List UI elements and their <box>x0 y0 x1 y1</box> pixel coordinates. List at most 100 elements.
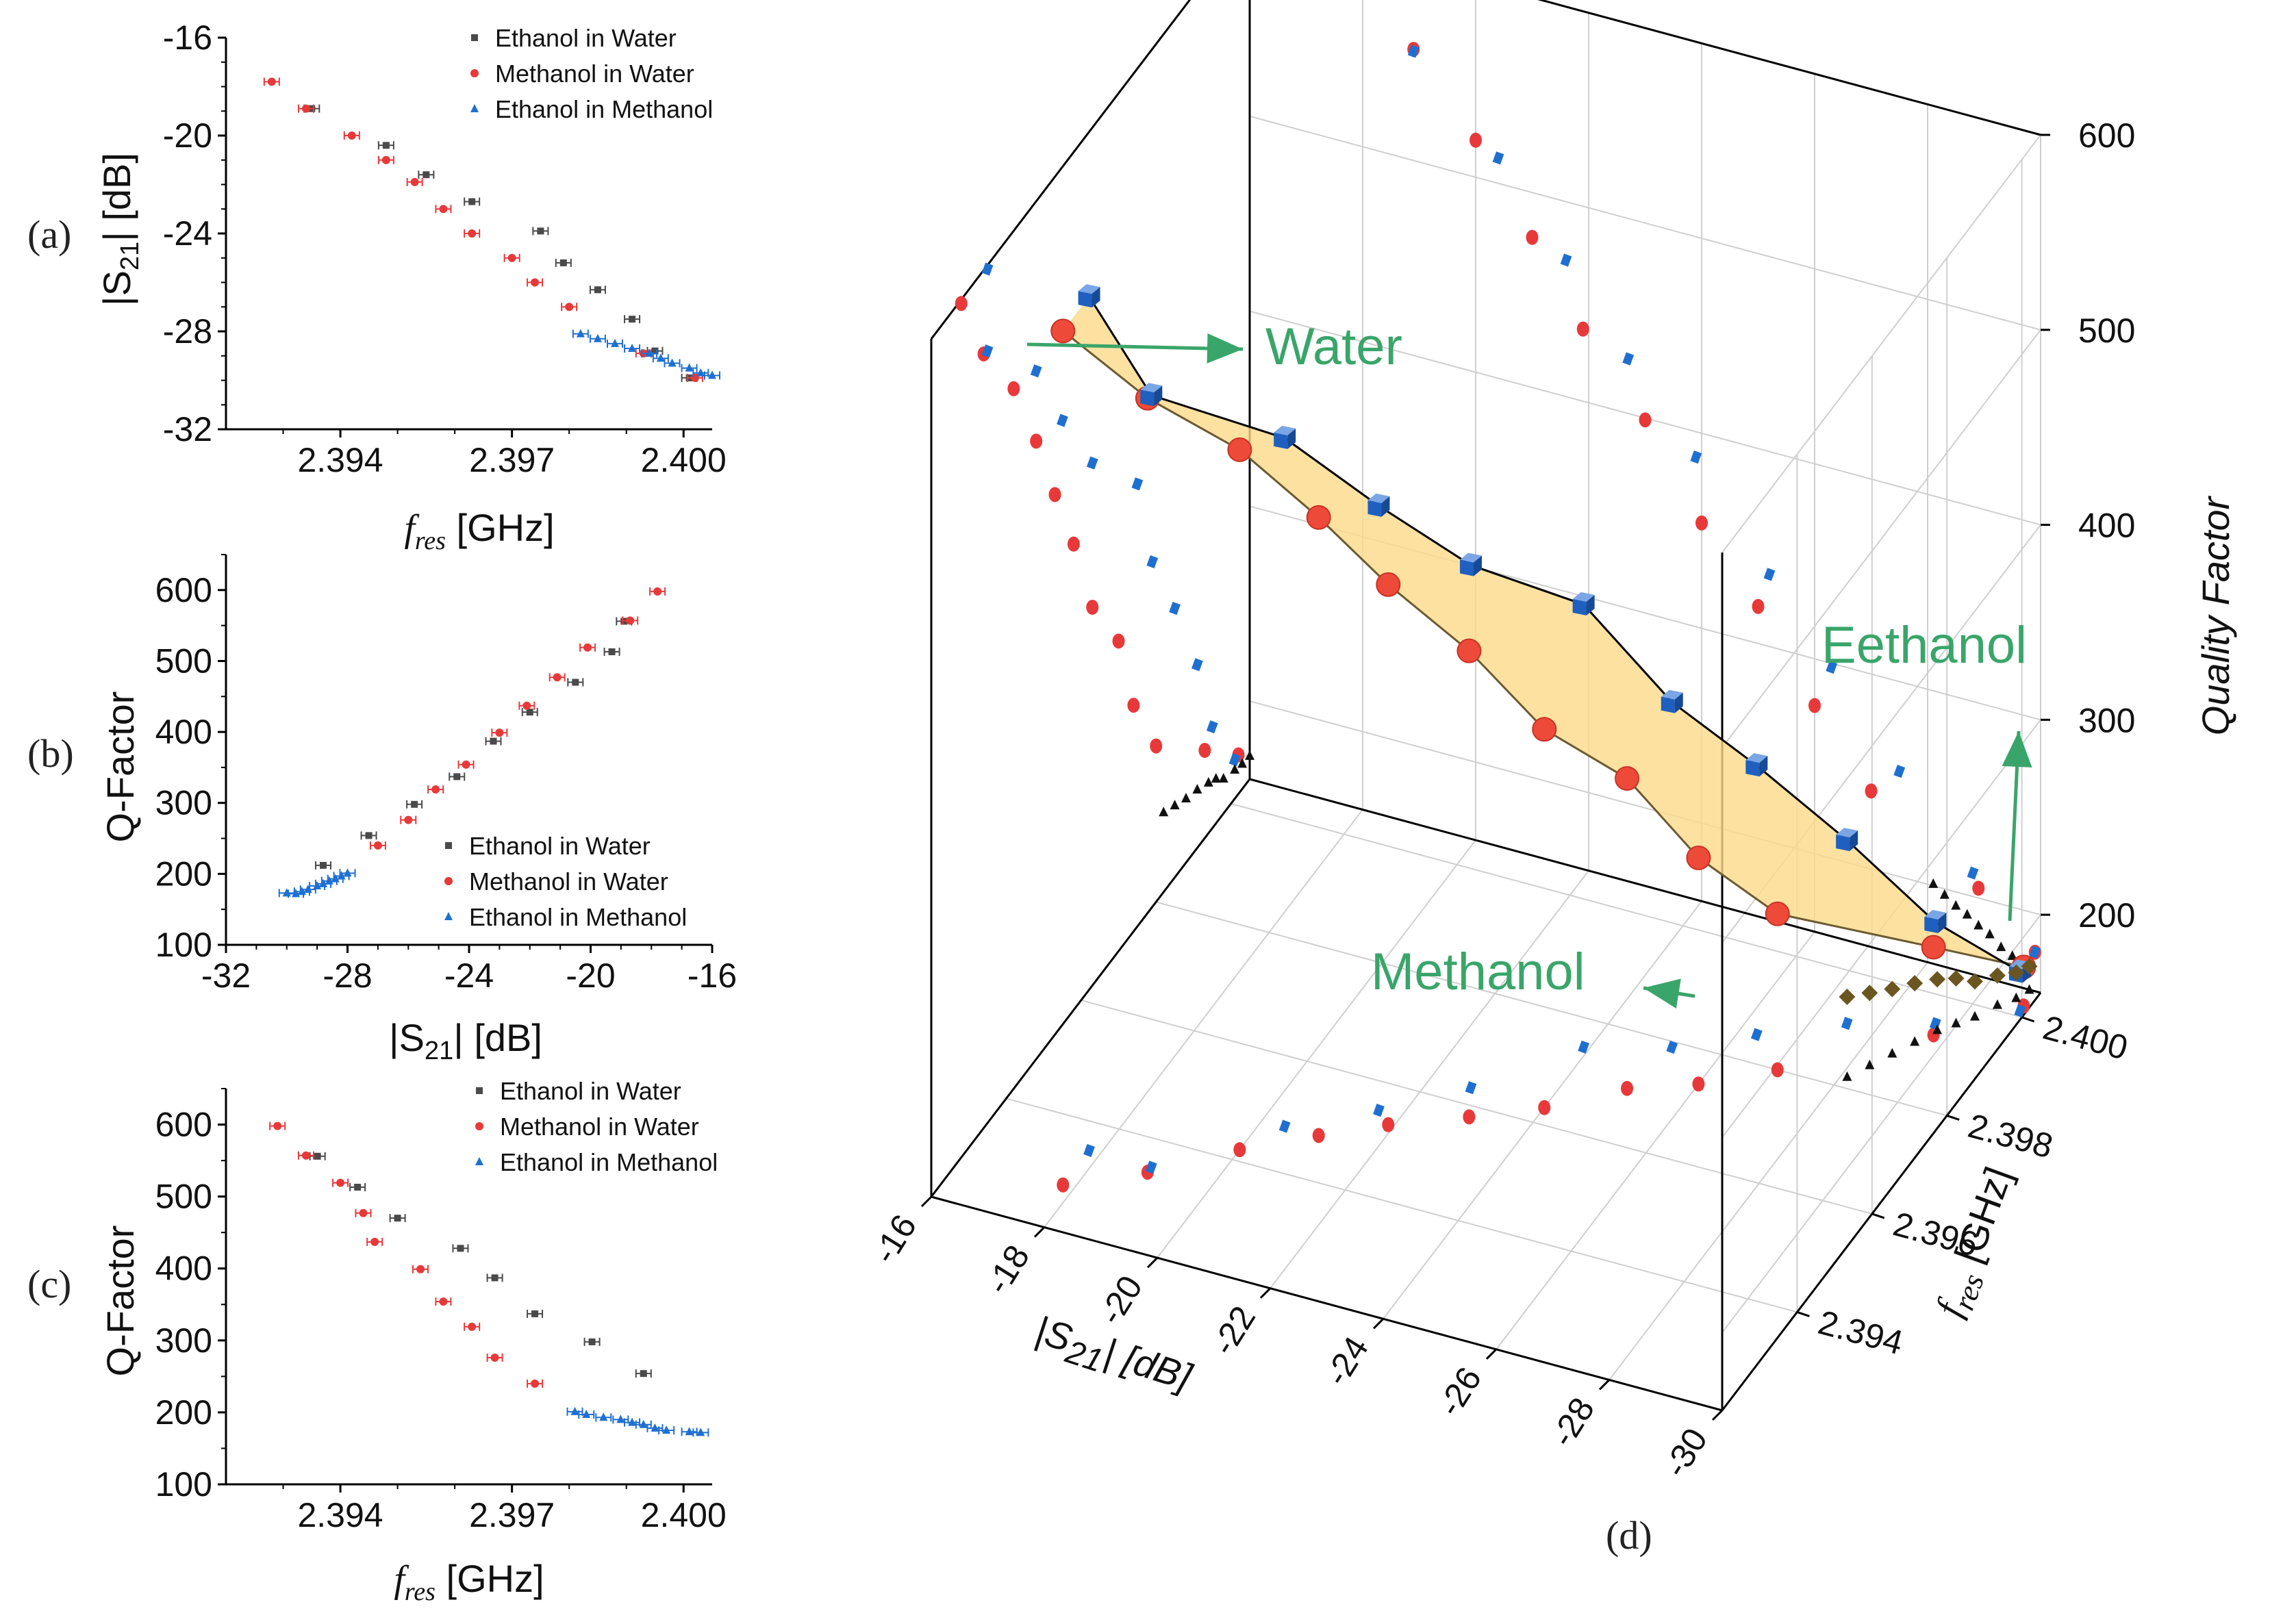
y-tick-label: -20 <box>163 116 212 155</box>
ethanol-methanol-3d-diamond <box>1989 967 2006 984</box>
z-tick-label: 600 <box>2078 116 2135 155</box>
projection-circle-floor <box>1233 1142 1246 1158</box>
projection-triangle-side <box>1237 758 1248 768</box>
square-marker <box>382 142 390 149</box>
data-point-ethanol-in-methanol <box>692 1428 709 1437</box>
x-tick-label: -22 <box>1205 1299 1263 1362</box>
projection-square-side <box>981 262 994 276</box>
projection-square-floor <box>1666 1041 1678 1054</box>
box-edge <box>930 778 1251 1197</box>
cube-side <box>1154 385 1163 407</box>
x-tick <box>1485 1348 1498 1360</box>
legend-triangle-icon <box>444 912 453 920</box>
cube-top <box>1140 383 1163 393</box>
methanol-water-3d-circle <box>1532 717 1557 742</box>
grid-line <box>1231 802 2022 1018</box>
cube-side <box>1674 692 1683 713</box>
projection-circle-back <box>1526 229 1539 245</box>
projection-circle-floor <box>1538 1100 1551 1115</box>
projection-triangle-back <box>1984 928 1995 939</box>
projection-circle-back <box>1470 132 1482 148</box>
projection-square-back <box>1622 352 1635 366</box>
panel-c-legend: Ethanol in Water Methanol in Water Ethanol… <box>475 1077 718 1176</box>
square-marker <box>491 1274 499 1282</box>
projection-triangle-floor <box>1951 1017 1961 1028</box>
projection-square-floor <box>1373 1104 1385 1117</box>
cube-side <box>1092 287 1100 308</box>
circle-marker <box>468 1322 477 1331</box>
square-marker <box>394 1215 401 1222</box>
projection-triangle-back <box>1928 878 1939 888</box>
panel-d-annotations: Water Eethanol Methanol <box>1026 318 2032 1008</box>
square-marker <box>320 861 327 869</box>
projection-square-side <box>1057 414 1068 427</box>
triangle-marker <box>685 363 694 372</box>
legend-triangle-icon <box>470 104 479 112</box>
projection-triangle-floor <box>1842 1071 1852 1081</box>
projection-circle-floor <box>1057 1177 1070 1193</box>
data-point-ethanol-in-water <box>309 1152 326 1160</box>
triangle-marker <box>628 344 637 353</box>
grid-line <box>1270 870 1589 1289</box>
ethanol-methanol-3d-diamond <box>1947 970 1965 987</box>
legend-circle-icon <box>444 877 453 885</box>
circle-marker <box>439 1297 448 1306</box>
triangle-marker <box>593 333 602 342</box>
methanol-water-3d-circle <box>1615 765 1640 791</box>
legend-square-icon <box>476 1087 483 1094</box>
legend-circle-icon <box>470 69 479 77</box>
annotation-methanol: Methanol <box>1371 943 1585 1001</box>
y-tick-label: 400 <box>155 713 212 751</box>
data-point-methanol-in-water <box>377 155 394 164</box>
projection-circle-side <box>1048 487 1061 503</box>
projection-circle-side <box>1007 381 1020 396</box>
square-marker <box>365 832 373 839</box>
panel-b-ylabel: Q-Factor <box>99 692 142 843</box>
projection-square-floor <box>1841 1017 1853 1030</box>
data-point-ethanol-in-water <box>532 227 549 236</box>
projection-square-side <box>1206 720 1218 734</box>
data-point-ethanol-in-water <box>486 1273 503 1282</box>
data-point-ethanol-in-water <box>624 315 641 324</box>
data-point-methanol-in-water <box>486 1354 503 1362</box>
data-point-ethanol-in-water <box>583 1337 601 1346</box>
data-point-methanol-in-water <box>457 760 475 769</box>
triangle-marker <box>651 1423 659 1432</box>
data-point-ethanol-in-water <box>418 170 435 179</box>
methanol-water-3d-circle <box>1050 318 1076 344</box>
data-point-ethanol-in-methanol <box>278 888 295 898</box>
box-edge <box>1249 778 2041 994</box>
cube-front <box>1572 598 1587 616</box>
panel-d: -16 -18 -20 -22 -24 -26 -28 -302.3942.3962.3982… <box>866 0 2237 1558</box>
projection-circle-floor <box>1312 1128 1325 1143</box>
data-point-ethanol-in-water <box>389 1214 406 1223</box>
data-point-ethanol-in-water <box>360 831 377 840</box>
projection-triangle-floor <box>1865 1059 1875 1069</box>
grid-line <box>1722 329 2041 748</box>
legend-label-ethanol-in-methanol: Ethanol in Methanol <box>495 95 713 123</box>
data-point-ethanol-in-methanol <box>607 338 623 348</box>
data-point-ethanol-in-methanol <box>652 353 669 363</box>
cube-front <box>1836 835 1850 852</box>
legend-label-ethanol-in-methanol: Ethanol in Methanol <box>469 903 687 931</box>
methanol-water-3d-circle <box>1686 845 1711 870</box>
x-tick-label: 2.397 <box>469 1496 555 1534</box>
data-point-ethanol-in-methanol <box>664 358 681 368</box>
grid-line <box>1249 700 2041 916</box>
projection-square-floor <box>1578 1040 1590 1054</box>
circle-marker <box>507 253 516 262</box>
panel-b-legend: Ethanol in Water Methanol in Water Ethanol… <box>444 832 687 931</box>
grid-line <box>1609 961 1928 1381</box>
data-point-ethanol-in-water <box>527 1309 544 1318</box>
square-marker <box>537 227 544 235</box>
panel-label-b: (b) <box>27 731 74 776</box>
ethanol-methanol-3d-diamond <box>1861 985 1878 1002</box>
x-tick-label: -18 <box>979 1239 1037 1301</box>
data-point-ethanol-in-methanol <box>578 1410 595 1419</box>
y-tick <box>1796 1311 1810 1317</box>
circle-marker <box>495 728 504 737</box>
data-point-methanol-in-water <box>527 278 544 287</box>
projection-square-side <box>1169 601 1181 616</box>
square-marker <box>453 773 461 781</box>
data-point-ethanol-in-methanol <box>566 1406 583 1416</box>
